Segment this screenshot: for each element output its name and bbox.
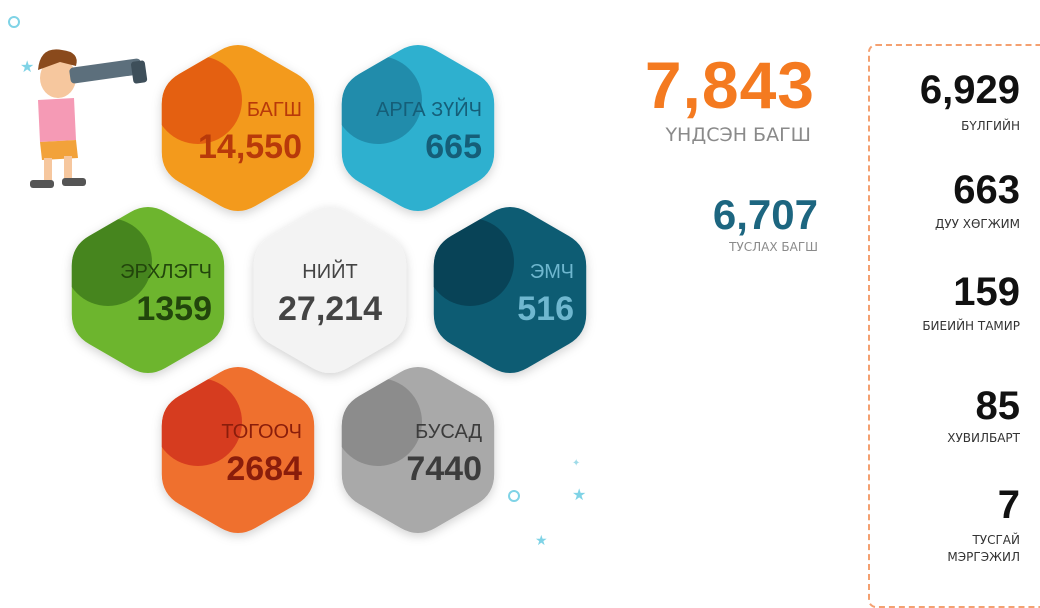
side-label: БҮЛГИЙН [961, 119, 1020, 133]
hex-label: НИЙТ [302, 259, 357, 283]
hex-label: ЭРХЛЭГЧ [120, 261, 212, 283]
page: {"hexagons": [ {"label": "БАГШ", "value"… [8, 16, 1040, 608]
main-label: ҮНДСЭН БАГШ [665, 124, 811, 146]
hex-value: 2684 [226, 450, 302, 488]
hexagon: ЭМЧ 516 [433, 207, 587, 373]
hex-value: 14,550 [198, 128, 302, 166]
boy [30, 49, 148, 188]
side-value: 7 [997, 483, 1020, 527]
hex-label: БУСАД [415, 421, 482, 443]
hex-circle [341, 56, 422, 144]
hex-circle [161, 56, 242, 144]
hex-value: 665 [425, 128, 482, 166]
decor: ★ ★ ★ ✦ [8, 16, 586, 549]
side-value: 6,929 [919, 68, 1020, 112]
main-value: 7,843 [644, 48, 815, 122]
illustration: ★ ★ ★ ✦ БАГШ 14,550 АРГА ЗҮЙЧ 665 ЭРХЛЭГЧ 135… [8, 16, 587, 549]
svg-text:★: ★ [535, 533, 548, 549]
hex-label: БАГШ [247, 99, 302, 121]
hex-value: 7440 [406, 450, 482, 488]
hexagon: БАГШ 14,550 [161, 45, 315, 211]
svg-text:★: ★ [20, 57, 34, 76]
hexagon: ТОГООЧ 2684 [161, 367, 315, 533]
hex-circle [71, 218, 152, 306]
hexagons: БАГШ 14,550 АРГА ЗҮЙЧ 665 ЭРХЛЭГЧ 1359 НИЙТ 27,… [71, 45, 587, 533]
side-label: БИЕИЙН ТАМИР [922, 319, 1020, 333]
hexagon: АРГА ЗҮЙЧ 665 [341, 45, 495, 211]
assistant-value: 6,707 [712, 191, 818, 238]
side-value: 663 [953, 168, 1020, 212]
side-value: 85 [975, 384, 1021, 428]
assistant-label: ТУСЛАХ БАГШ [729, 240, 818, 254]
svg-text:✦: ✦ [572, 458, 580, 469]
hexagon: НИЙТ 27,214 [253, 207, 407, 373]
hexagon: ЭРХЛЭГЧ 1359 [71, 207, 225, 373]
hexagon: БУСАД 7440 [341, 367, 495, 533]
side-label: ТУСГАЙ МЭРГЭЖИЛ [947, 533, 1020, 564]
side-label: ДУУ ХӨГЖИМ [934, 217, 1020, 231]
side-label: ХУВИЛБАРТ [947, 431, 1020, 445]
hex-shape [253, 207, 407, 373]
hex-circle [341, 378, 422, 466]
hex-value: 516 [517, 290, 574, 328]
svg-text:★: ★ [572, 485, 586, 504]
side-value: 159 [953, 270, 1020, 314]
hex-label: ЭМЧ [530, 261, 574, 283]
hex-label: АРГА ЗҮЙЧ [376, 97, 482, 121]
hex-value: 27,214 [278, 290, 382, 328]
hex-label: ТОГООЧ [221, 421, 302, 443]
hex-circle [161, 378, 242, 466]
hex-value: 1359 [136, 290, 212, 328]
hex-circle [433, 218, 514, 306]
